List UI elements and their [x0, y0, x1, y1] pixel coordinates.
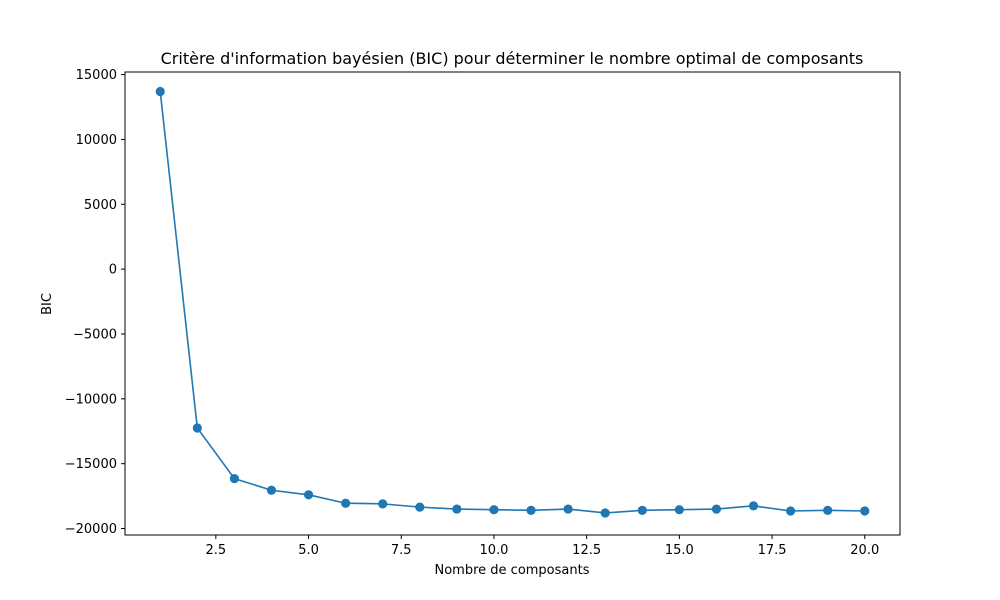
y-tick-label: −15000	[65, 457, 117, 472]
x-tick-label: 5.0	[298, 543, 319, 558]
data-point	[155, 86, 165, 97]
x-tick-label: 2.5	[206, 543, 227, 558]
data-point	[711, 504, 722, 514]
y-axis: 15000 10000 5000 0 −5000 −10000 −15000 −20000	[65, 68, 125, 537]
y-tick-label: −5000	[73, 327, 117, 342]
x-tick-label: 15.0	[665, 543, 694, 558]
plot-area	[124, 71, 901, 536]
data-point	[823, 505, 833, 515]
data-point	[489, 505, 499, 515]
series-layer	[155, 86, 870, 518]
data-point	[526, 505, 536, 515]
data-point	[341, 498, 351, 508]
y-tick-label: 10000	[76, 133, 117, 148]
x-axis: 2.5 5.0 7.5 10.0 12.5 15.0 17.5 20.0	[206, 535, 879, 558]
data-point	[415, 502, 425, 512]
y-tick-label: 5000	[84, 198, 117, 213]
data-point	[786, 506, 796, 516]
data-point	[600, 508, 610, 518]
x-tick-label: 20.0	[850, 543, 879, 558]
plot-frame	[124, 71, 901, 536]
data-point	[192, 423, 202, 433]
y-tick-label: −20000	[65, 522, 117, 537]
chart-title: Critère d'information bayésien (BIC) pou…	[161, 49, 864, 68]
x-tick-label: 12.5	[572, 543, 601, 558]
x-axis-label: Nombre de composants	[435, 563, 590, 578]
y-tick-label: 15000	[76, 68, 117, 83]
data-point	[637, 505, 647, 515]
x-tick-label: 7.5	[391, 543, 412, 558]
data-point	[860, 506, 870, 516]
y-axis-label: BIC	[40, 293, 55, 315]
series-line-1	[159, 91, 865, 514]
data-point	[378, 499, 388, 509]
data-point	[452, 504, 462, 514]
data-point	[303, 490, 314, 500]
y-tick-label: 0	[109, 263, 117, 278]
y-tick-label: −10000	[65, 392, 117, 407]
x-tick-label: 17.5	[758, 543, 787, 558]
data-point	[748, 501, 759, 511]
data-point	[229, 473, 239, 484]
data-point	[563, 504, 573, 514]
data-point	[674, 505, 684, 515]
data-point	[266, 485, 277, 495]
x-tick-label: 10.0	[479, 543, 508, 558]
